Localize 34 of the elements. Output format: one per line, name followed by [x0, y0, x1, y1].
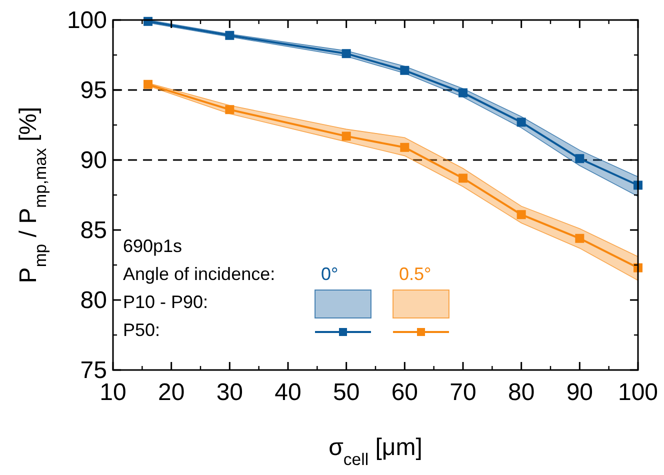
point: [342, 132, 351, 141]
x-axis-title: σ$_{cell}$ [μm]: [328, 434, 422, 468]
text: 0.5°: [399, 264, 432, 284]
x-tick-label: 50: [332, 379, 360, 406]
y-tick-label: 95: [80, 77, 107, 104]
point: [458, 88, 468, 98]
annotation: P10 - P90:: [123, 292, 208, 312]
annotation: P50:: [123, 320, 160, 340]
y-tick-label: 85: [80, 217, 107, 244]
point: [575, 234, 584, 243]
annotation: 690p1s: [123, 236, 182, 256]
point: [400, 66, 410, 75]
y-tick-label: 80: [80, 287, 107, 314]
x-tick-label: 40: [274, 379, 302, 406]
x-tick-label: 90: [566, 379, 594, 406]
point: [225, 105, 234, 114]
point: [516, 118, 526, 127]
point: [144, 80, 152, 89]
point: [342, 49, 351, 58]
point: [225, 30, 234, 40]
y-tick-label: 90: [80, 147, 107, 174]
x-tick-label: 70: [450, 379, 476, 406]
x-tick-label: 30: [216, 379, 244, 406]
point: [516, 210, 526, 220]
point: [458, 174, 468, 183]
legend-title: Angle of incidence:: [123, 264, 276, 284]
x-tick-label: 100: [618, 379, 658, 406]
y-tick-label: 100: [66, 7, 107, 34]
point: [575, 154, 584, 164]
point: [400, 142, 410, 152]
text: 0°: [321, 264, 338, 284]
x-tick-label: 20: [158, 379, 185, 406]
x-tick-label: 60: [391, 379, 418, 406]
x-tick-label: 80: [508, 379, 535, 406]
